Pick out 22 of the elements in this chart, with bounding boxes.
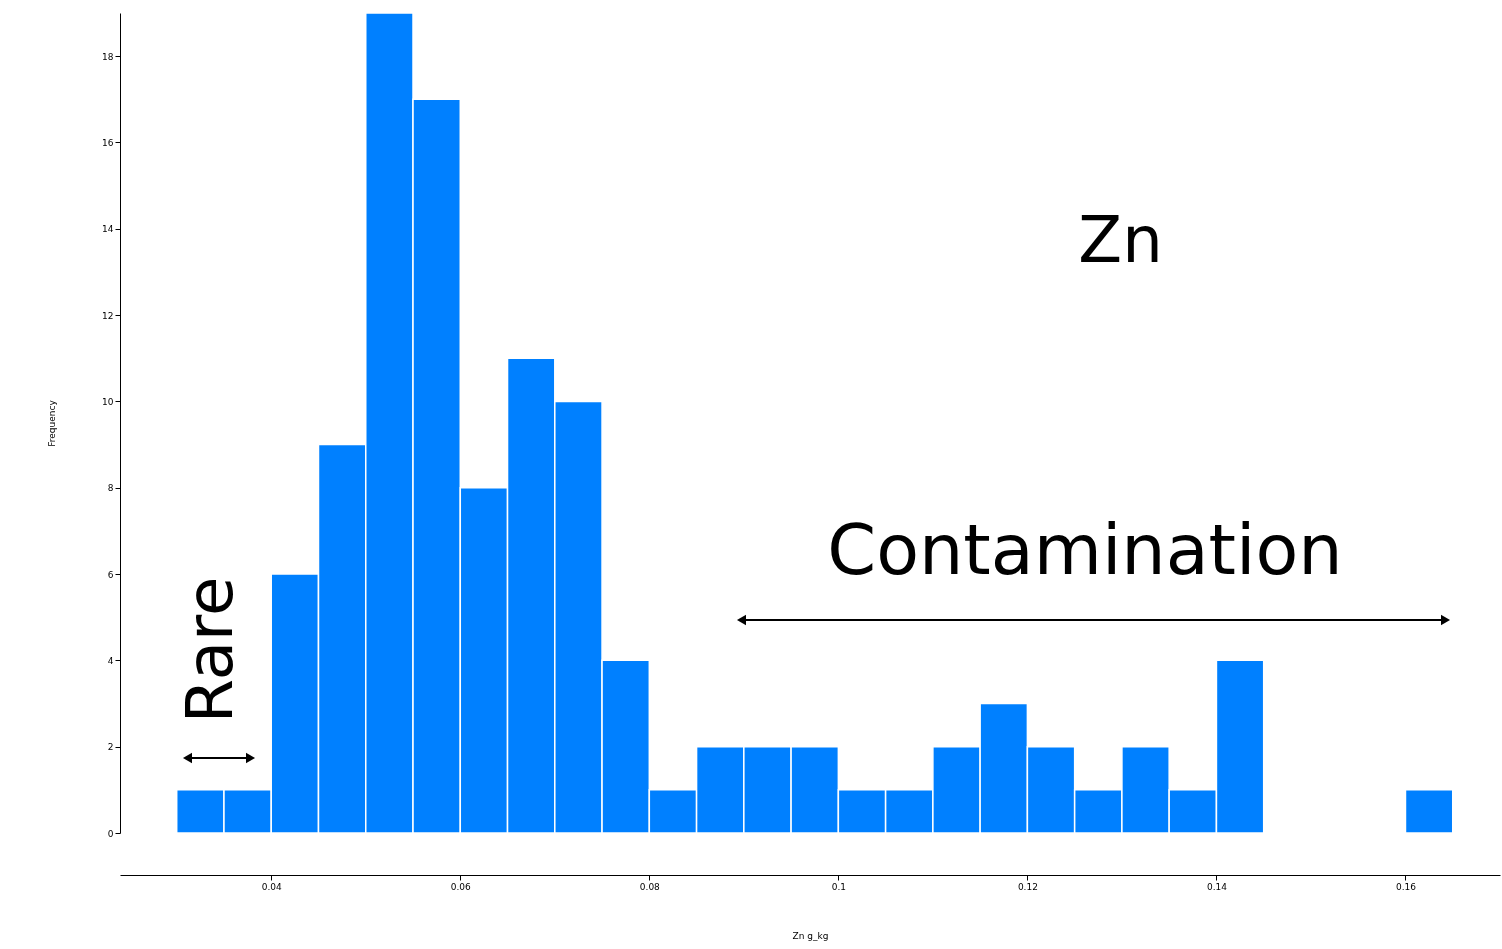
annotation: Contamination: [827, 509, 1343, 591]
y-tick-label: 16: [102, 137, 114, 148]
annotation: Rare: [173, 576, 247, 724]
y-tick-label: 8: [107, 483, 114, 494]
y-tick-label: 14: [102, 224, 114, 235]
x-tick-label: 0.12: [1017, 881, 1038, 892]
x-tick-label: 0.14: [1206, 881, 1228, 892]
y-tick-label: 18: [102, 51, 114, 62]
y-tick-label: 4: [107, 655, 114, 666]
annotation: Zn: [1078, 202, 1163, 277]
y-axis-title: Frequency: [47, 399, 58, 447]
y-tick-label: 0: [107, 828, 114, 839]
y-tick-label: 12: [102, 310, 114, 321]
x-tick-label: 0.1: [831, 881, 847, 892]
x-tick-label: 0.08: [639, 881, 661, 892]
x-tick-label: 0.06: [450, 881, 472, 892]
x-axis-title: Zn g_kg: [792, 930, 829, 941]
x-tick-label: 0.16: [1395, 881, 1417, 892]
x-tick-label: 0.04: [261, 881, 283, 892]
y-tick-label: 10: [102, 396, 114, 407]
y-tick-label: 6: [107, 569, 114, 580]
y-tick-label: 2: [107, 742, 114, 753]
